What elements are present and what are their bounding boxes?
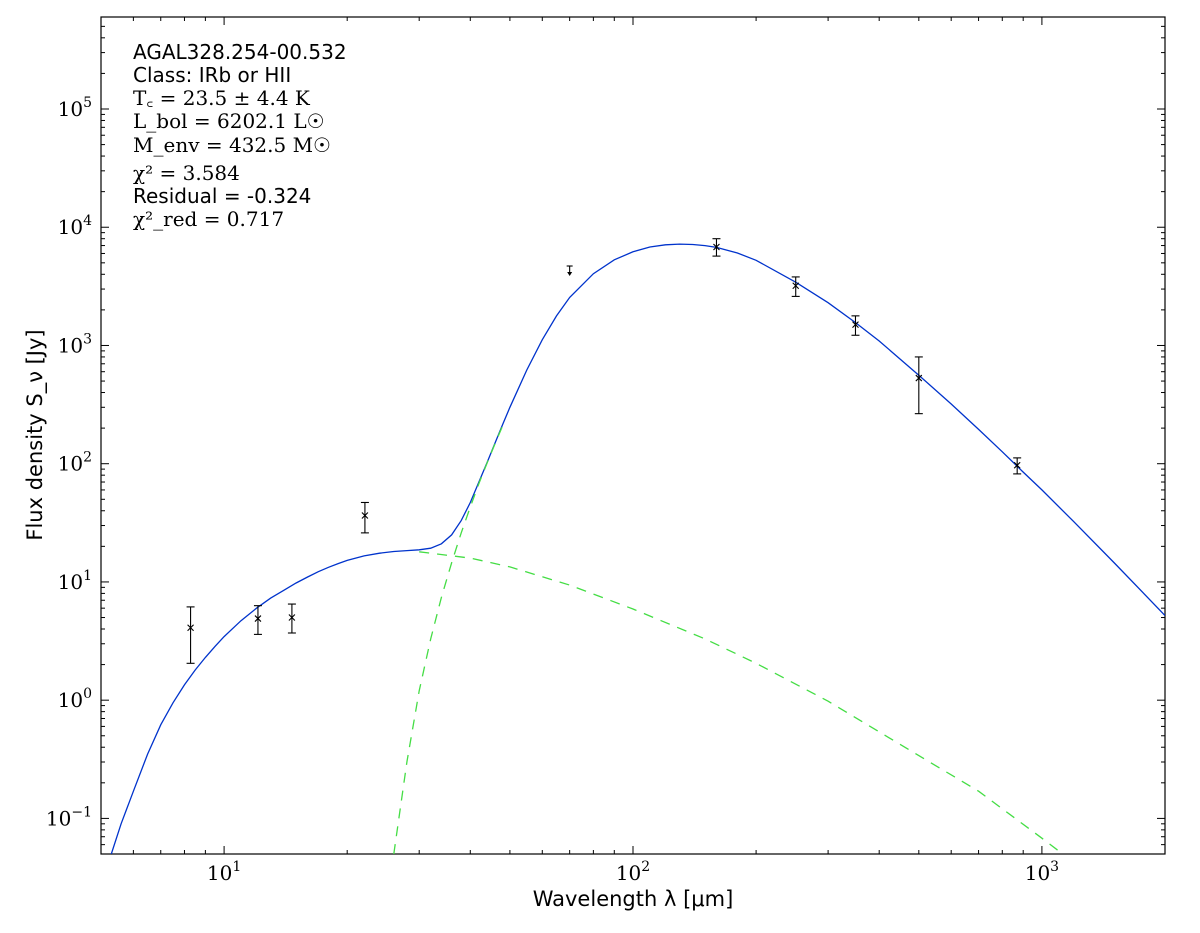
point-marker <box>852 321 859 329</box>
annotation-block: AGAL328.254-00.532 Class: IRb or HII T꜀ … <box>133 40 347 231</box>
data-point <box>186 606 195 664</box>
y-tick-label: 102 <box>58 450 92 476</box>
luminosity-label: L_bol = 6202.1 L☉ <box>133 109 325 133</box>
point-marker <box>713 243 720 251</box>
chi-squared-label: χ² = 3.584 <box>133 161 240 185</box>
upper-limit-arrow <box>567 272 573 277</box>
component-curve <box>393 425 504 854</box>
y-tick-label: 105 <box>58 95 92 121</box>
observations <box>186 238 1022 664</box>
data-point <box>914 356 923 415</box>
source-class: Class: IRb or HII <box>133 63 291 87</box>
x-tick-label: 103 <box>1025 859 1059 885</box>
point-marker <box>361 512 369 519</box>
data-point <box>253 605 262 635</box>
tick-labels: 101 102 103 10−1 100 101 102 103 104 105 <box>46 95 1059 885</box>
x-tick-label: 102 <box>616 859 650 885</box>
source-name: AGAL328.254-00.532 <box>133 40 347 64</box>
reduced-chi-squared-label: χ²_red = 0.717 <box>133 207 284 231</box>
y-tick-label: 104 <box>58 213 92 239</box>
y-tick-label: 101 <box>58 568 92 594</box>
residual-label: Residual = -0.324 <box>133 184 311 208</box>
point-marker <box>288 614 296 621</box>
model-curves <box>110 243 1165 854</box>
y-tick-label: 10−1 <box>46 804 92 830</box>
temperature-label: T꜀ = 23.5 ± 4.4 K <box>133 86 311 110</box>
y-tick-label: 103 <box>58 331 92 357</box>
axis-ticks <box>100 16 1166 855</box>
point-marker <box>1013 461 1021 469</box>
point-marker <box>915 374 923 382</box>
point-marker <box>254 615 262 622</box>
point-marker <box>187 624 194 632</box>
data-point <box>360 501 369 534</box>
x-axis-label: Wavelength λ [μm] <box>533 887 734 911</box>
data-point <box>791 276 800 297</box>
total-sed-curve <box>110 243 1165 854</box>
upper-limit-point <box>566 265 573 277</box>
data-point <box>851 315 860 336</box>
x-tick-label: 101 <box>207 859 241 885</box>
data-point <box>712 238 721 257</box>
y-tick-label: 100 <box>58 686 92 712</box>
component-curve <box>419 551 1060 852</box>
data-point <box>1013 457 1022 475</box>
y-axis-label: Flux density S_ν [Jy] <box>23 329 48 540</box>
envelope-mass-label: M_env = 432.5 M☉ <box>133 133 331 157</box>
data-point <box>287 603 296 634</box>
point-marker <box>792 282 800 290</box>
